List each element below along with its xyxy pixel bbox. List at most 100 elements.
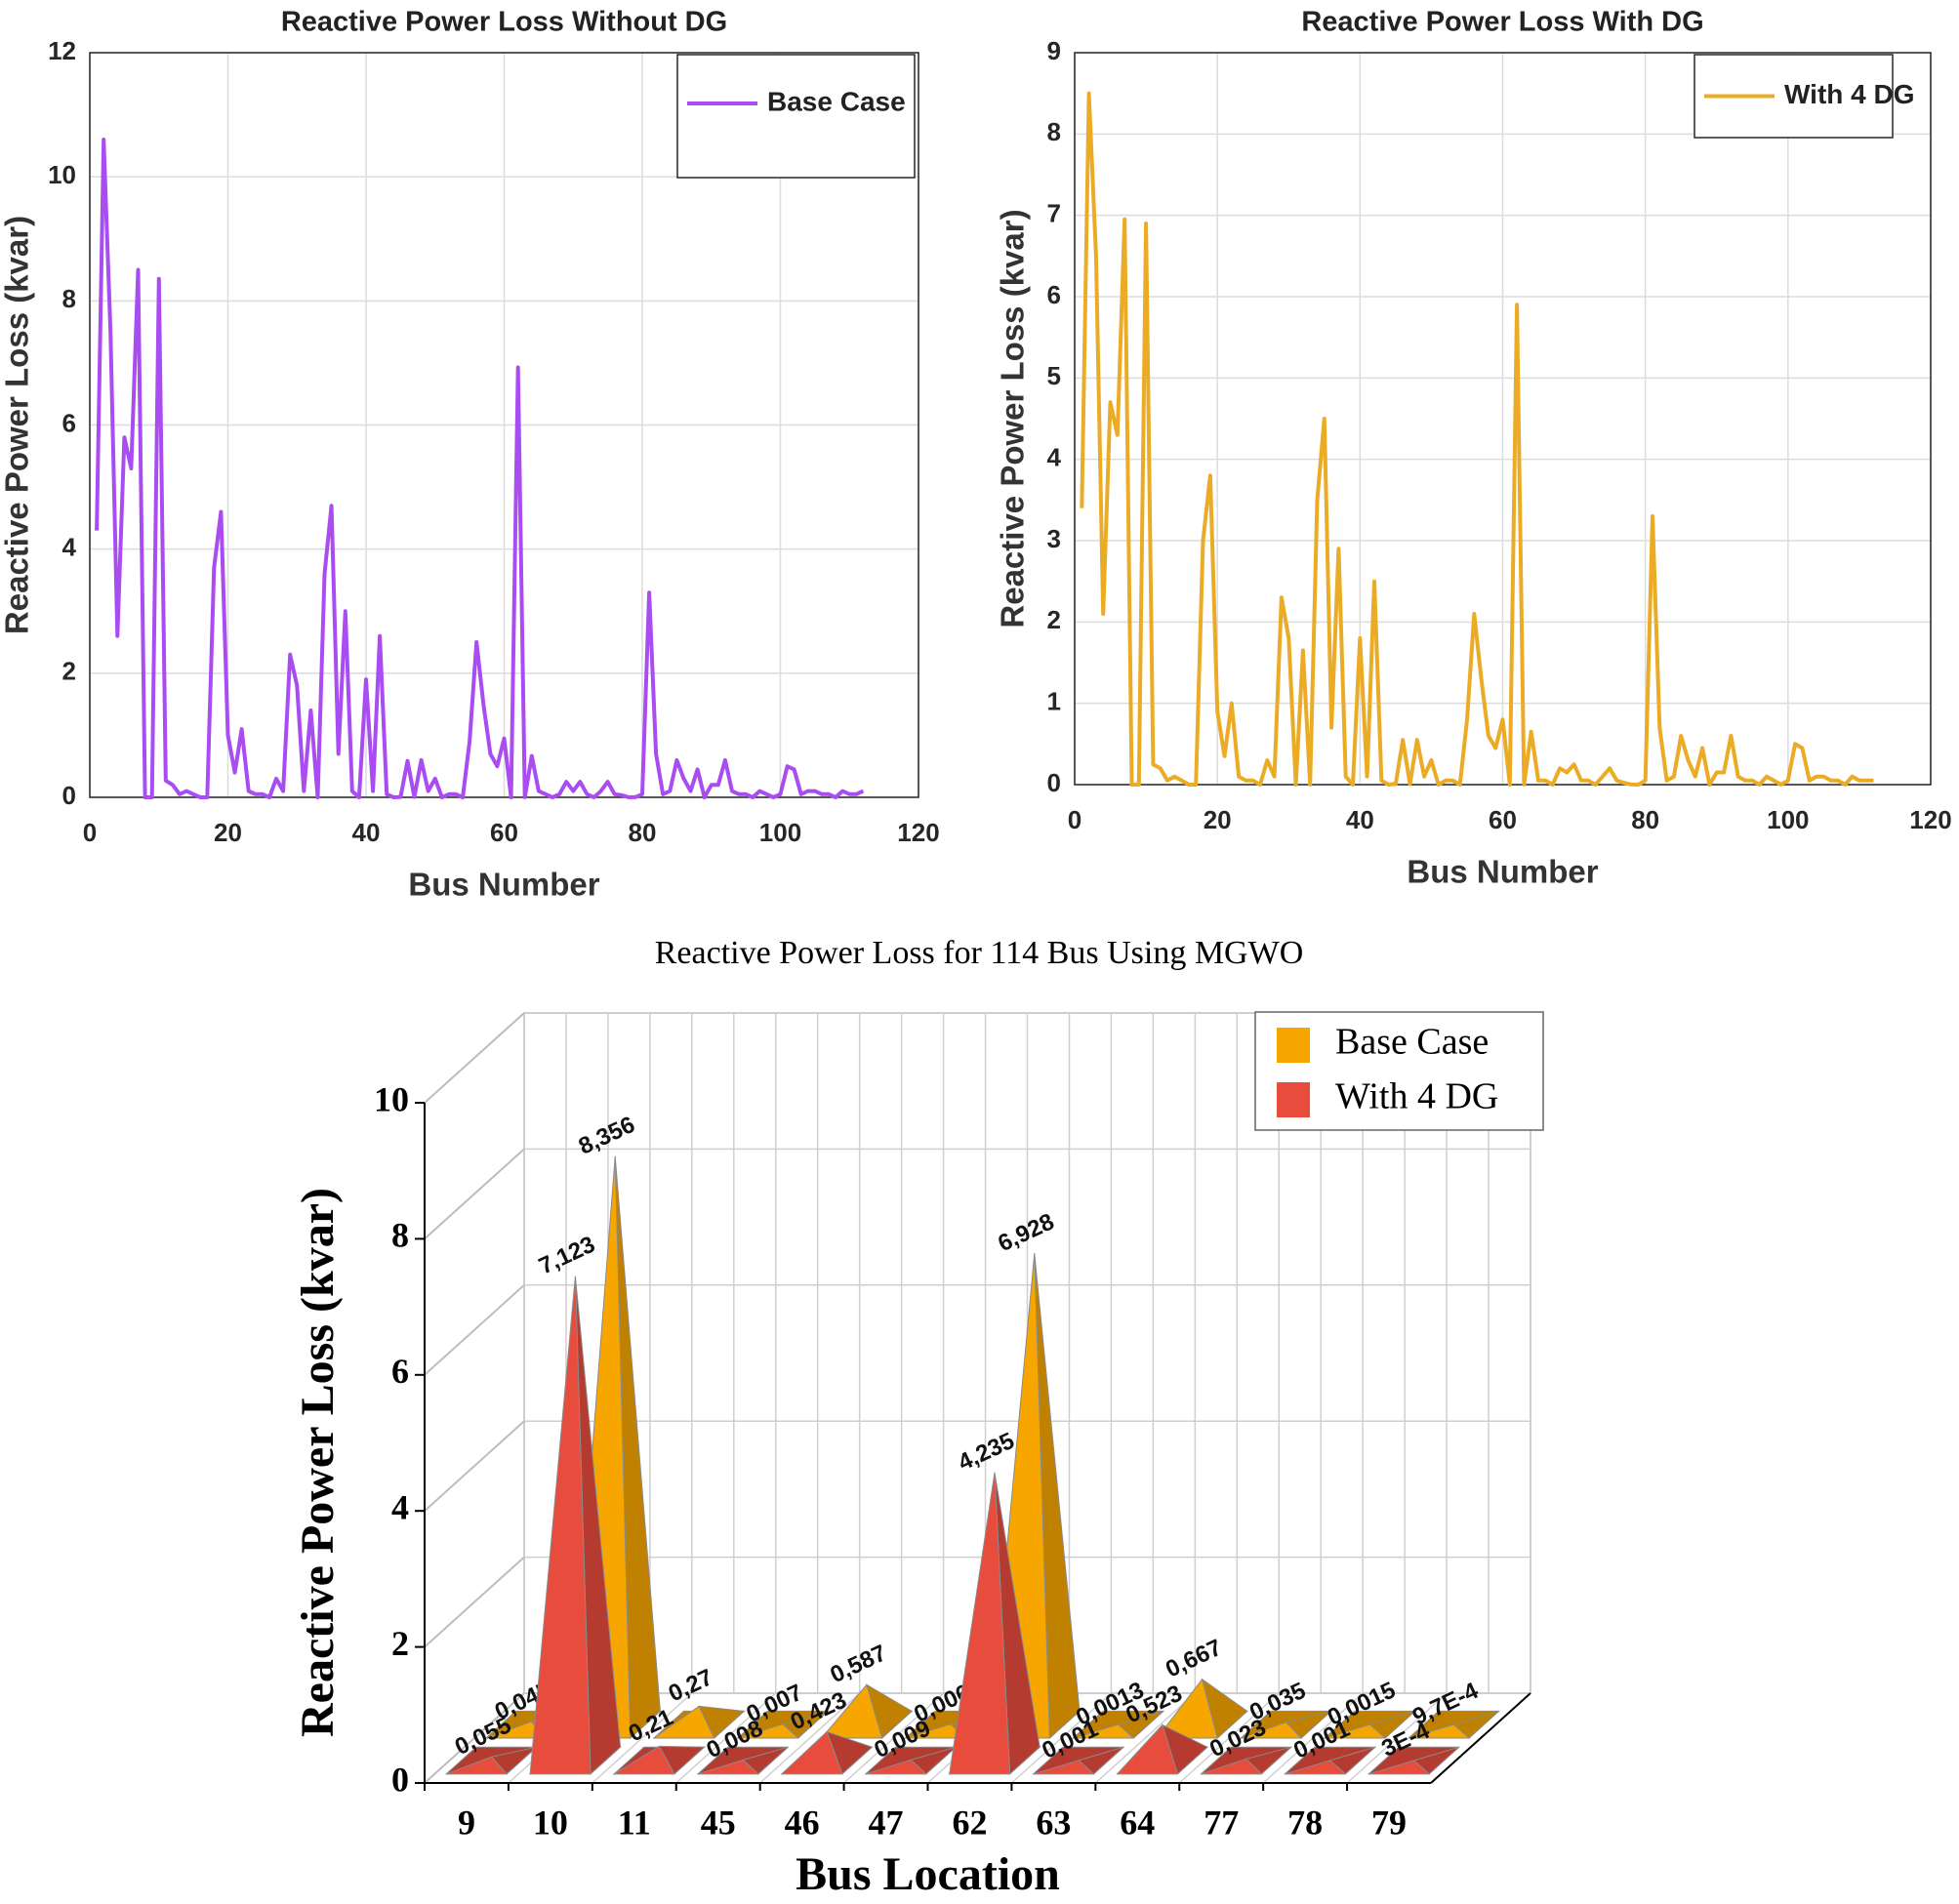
pyramid-bar xyxy=(612,1745,706,1775)
y-tick-label: 0 xyxy=(1047,768,1061,797)
pyramid-bar xyxy=(1407,1710,1500,1739)
y-tick-label: 6 xyxy=(62,408,76,437)
pyramid-bar xyxy=(1284,1746,1377,1775)
x-tick-label: 77 xyxy=(1204,1803,1239,1842)
pyramid-face xyxy=(1325,1723,1387,1739)
x-tick-label: 120 xyxy=(1909,805,1951,834)
pyramid-bar xyxy=(1323,1710,1417,1739)
pyramid-bar xyxy=(528,1276,622,1775)
pyramid-face xyxy=(1116,1723,1179,1775)
pyramid-bar xyxy=(652,1705,746,1739)
pyramid-bar xyxy=(736,1710,830,1739)
floor-grid-line xyxy=(1262,1692,1364,1784)
x-tick-label: 63 xyxy=(1036,1803,1071,1842)
y-tick-label: 2 xyxy=(391,1624,409,1663)
x-tick-label: 11 xyxy=(618,1803,651,1842)
y-tick-label: 4 xyxy=(62,533,77,562)
legend-label: With 4 DG xyxy=(1784,79,1915,109)
legend-swatch xyxy=(1277,1028,1310,1063)
x-tick-label: 64 xyxy=(1120,1803,1155,1842)
x-tick-label: 80 xyxy=(629,818,657,847)
y-tick-label: 0 xyxy=(391,1760,409,1799)
y-tick-label: 4 xyxy=(1047,443,1062,472)
x-tick-label: 40 xyxy=(1346,805,1374,834)
grid-line xyxy=(424,1284,525,1376)
x-tick-label: 62 xyxy=(952,1803,987,1842)
grid-line xyxy=(424,1556,525,1648)
y-tick-label: 8 xyxy=(391,1216,409,1255)
x-tick-label: 78 xyxy=(1287,1803,1323,1842)
floor-grid-line xyxy=(1094,1692,1196,1784)
pyramid-bar xyxy=(1200,1746,1293,1775)
x-tick-label: 100 xyxy=(759,818,801,847)
y-tick-label: 5 xyxy=(1047,361,1061,390)
pyramid-bar xyxy=(444,1746,539,1775)
y-tick-label: 4 xyxy=(391,1487,409,1526)
y-tick-label: 10 xyxy=(48,160,76,189)
x-tick-label: 46 xyxy=(785,1803,820,1842)
x-tick-label: 47 xyxy=(869,1803,904,1842)
grid-line xyxy=(424,1692,525,1784)
x-tick-label: 9 xyxy=(458,1803,475,1842)
pyramid-face xyxy=(820,1683,883,1739)
y-tick-label: 7 xyxy=(1047,199,1061,228)
legend-box xyxy=(676,54,916,179)
pyramid-face xyxy=(697,1759,760,1775)
pyramid-face xyxy=(529,1276,592,1775)
y-tick-label: 2 xyxy=(62,657,76,686)
legend: Base Case xyxy=(676,54,916,179)
y-tick-label: 12 xyxy=(48,36,76,65)
x-tick-label: 20 xyxy=(1204,805,1232,834)
x-tick-label: 20 xyxy=(214,818,242,847)
pyramid-bar xyxy=(780,1730,874,1775)
pyramid-face xyxy=(780,1730,843,1775)
pyramid-face xyxy=(737,1723,799,1739)
pyramid-face xyxy=(446,1756,509,1775)
grid-line xyxy=(424,1148,525,1240)
legend-label: With 4 DG xyxy=(1335,1076,1498,1117)
x-tick-label: 79 xyxy=(1371,1803,1407,1842)
floor-grid-line xyxy=(592,1692,693,1784)
x-axis-label: Bus Location xyxy=(796,1848,1060,1900)
pyramid-bar xyxy=(1239,1710,1333,1739)
plot-frame xyxy=(89,52,919,798)
pyramid-bar xyxy=(864,1746,958,1775)
y-axis-label: Reactive Power Loss (kvar) xyxy=(292,1188,344,1737)
x-tick-label: 10 xyxy=(533,1803,568,1842)
x-tick-label: 60 xyxy=(490,818,518,847)
pyramid-face xyxy=(1033,1760,1095,1775)
legend-label: Base Case xyxy=(767,86,906,116)
floor-edge xyxy=(1430,1692,1531,1784)
floor-grid-line xyxy=(675,1692,777,1784)
x-axis-label: Bus Number xyxy=(408,867,599,903)
pyramid-bar xyxy=(1367,1746,1461,1775)
chart-title: Reactive Power Loss for 114 Bus Using MG… xyxy=(655,935,1304,971)
x-tick-label: 60 xyxy=(1489,805,1517,834)
pyramid-bar xyxy=(1116,1723,1209,1775)
x-axis-label: Bus Number xyxy=(1407,854,1598,890)
y-tick-label: 8 xyxy=(1047,117,1061,146)
y-tick-label: 10 xyxy=(374,1079,409,1118)
y-tick-label: 1 xyxy=(1047,687,1061,716)
legend: With 4 DG xyxy=(1694,54,1915,139)
grid-line xyxy=(424,1012,525,1104)
y-axis-label: Reactive Power Loss (kvar) xyxy=(0,216,35,634)
pyramid-bar xyxy=(948,1472,1041,1775)
floor-grid-line xyxy=(1178,1692,1280,1784)
pyramid-face xyxy=(1241,1722,1303,1739)
y-tick-label: 9 xyxy=(1047,36,1061,65)
y-tick-label: 0 xyxy=(62,781,76,810)
pyramid-bar xyxy=(1072,1710,1165,1739)
grid-line xyxy=(424,1420,525,1512)
x-tick-label: 80 xyxy=(1631,805,1659,834)
pyramid-bar xyxy=(1156,1678,1249,1739)
pyramid-bar xyxy=(1032,1746,1125,1775)
legend-label: Base Case xyxy=(1335,1022,1489,1063)
pyramid-face xyxy=(652,1705,715,1739)
pyramid-face xyxy=(865,1759,927,1775)
floor-grid-line xyxy=(1010,1692,1112,1784)
y-tick-label: 8 xyxy=(62,284,76,313)
y-tick-label: 2 xyxy=(1047,605,1061,634)
